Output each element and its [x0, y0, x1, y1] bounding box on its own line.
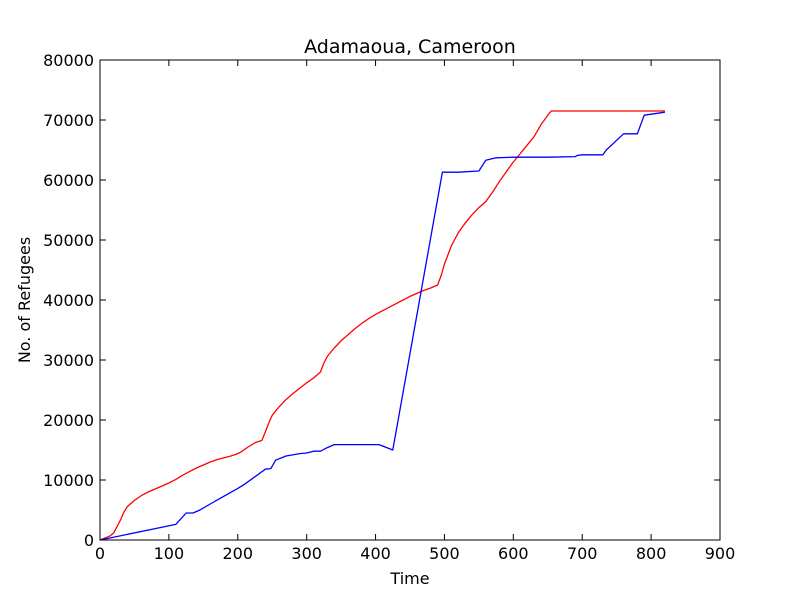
y-tick-label: 20000 — [43, 411, 94, 430]
plot-frame — [99, 59, 721, 541]
x-tick-label: 900 — [705, 544, 736, 563]
series-line-1 — [99, 110, 665, 541]
y-tick-label: 40000 — [43, 291, 94, 310]
series-line-2 — [99, 111, 665, 541]
y-tick-label: 80000 — [43, 51, 94, 70]
x-tick-label: 100 — [154, 544, 185, 563]
x-tick-label: 600 — [498, 544, 529, 563]
x-tick-label: 500 — [429, 544, 460, 563]
tick-labels-group: 0 100 200 300 400 500 600 700 800 900 0 10000 20000 3… — [43, 51, 735, 563]
y-tick-label: 70000 — [43, 111, 94, 130]
x-tick-label: 700 — [567, 544, 598, 563]
x-tick-label: 200 — [223, 544, 254, 563]
ticks-group — [99, 59, 721, 541]
y-tick-label: 10000 — [43, 471, 94, 490]
x-axis-title: Time — [389, 569, 429, 588]
series-group — [99, 110, 665, 541]
y-axis-title: No. of Refugees — [15, 237, 34, 363]
plot-frame-group — [99, 59, 721, 541]
y-tick-label: 50000 — [43, 231, 94, 250]
x-tick-label: 0 — [95, 544, 105, 563]
y-tick-label: 0 — [84, 531, 94, 550]
x-tick-label: 800 — [636, 544, 667, 563]
chart-title: Adamaoua, Cameroon — [304, 36, 516, 58]
x-tick-label: 300 — [291, 544, 322, 563]
y-tick-label: 30000 — [43, 351, 94, 370]
x-tick-label: 400 — [360, 544, 391, 563]
y-tick-label: 60000 — [43, 171, 94, 190]
